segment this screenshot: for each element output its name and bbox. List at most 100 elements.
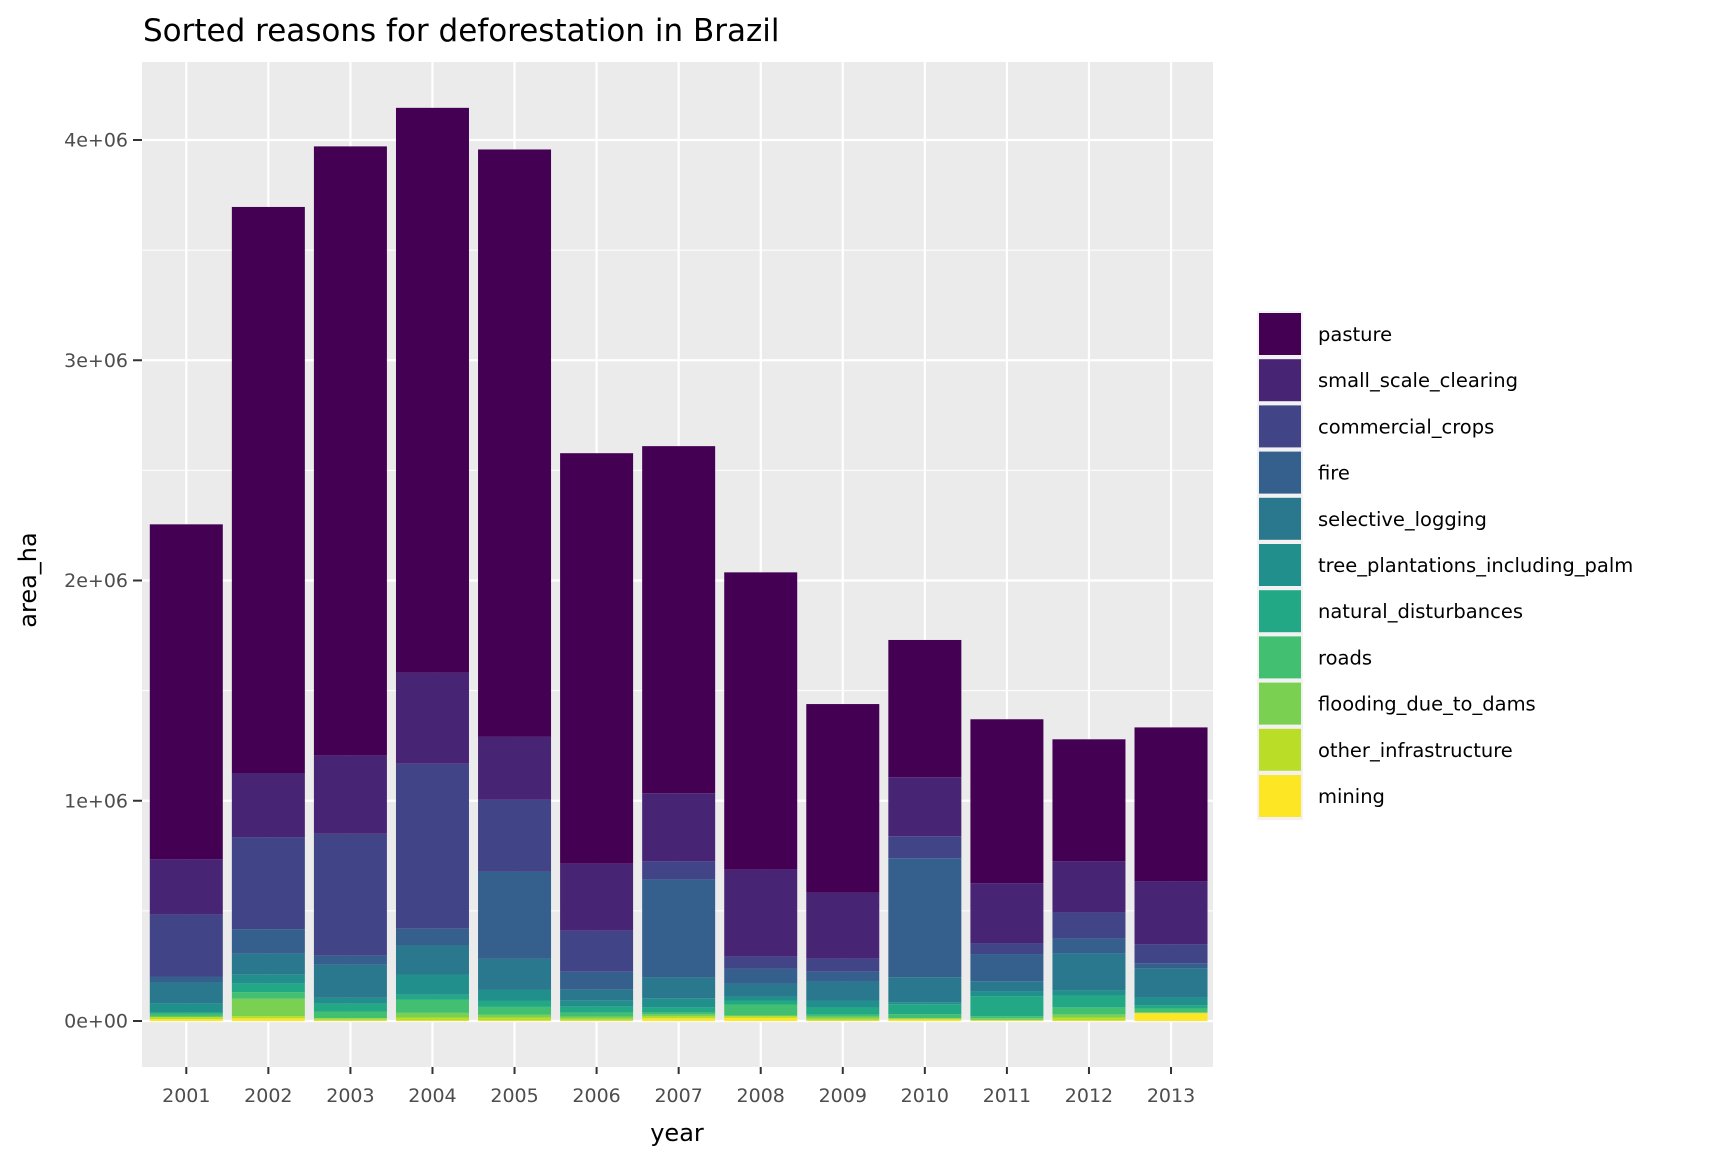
bar-segment-pasture	[724, 572, 798, 870]
legend-label: other_infrastructure	[1318, 739, 1513, 762]
bar-segment-roads	[642, 1012, 716, 1015]
legend-item-selective_logging: selective_logging	[1259, 497, 1487, 540]
bar-segment-selective_logging	[313, 964, 387, 998]
legend-label: selective_logging	[1318, 508, 1487, 531]
bar-segment-other_infrastructure	[1052, 1017, 1126, 1021]
bar-segment-roads	[231, 992, 305, 999]
bar-segment-commercial_crops	[888, 836, 962, 859]
bar-segment-natural_disturbances	[149, 1012, 223, 1014]
bar-segment-pasture	[478, 149, 552, 737]
legend-item-fire: fire	[1259, 451, 1350, 494]
bar-segment-natural_disturbances	[478, 1000, 552, 1007]
bar-segment-selective_logging	[231, 953, 305, 975]
x-tick-label: 2009	[819, 1085, 867, 1107]
legend-label: flooding_due_to_dams	[1318, 693, 1536, 716]
bar-segment-flooding_due_to_dams	[560, 1016, 634, 1019]
bar-segment-selective_logging	[806, 981, 880, 1001]
x-tick-label: 2007	[654, 1085, 702, 1107]
bar-segment-tree_plantations_including_palm	[560, 1000, 634, 1007]
legend-item-other_infrastructure: other_infrastructure	[1259, 728, 1513, 771]
bar-stack-2005	[478, 149, 552, 1021]
bar-segment-other_infrastructure	[149, 1017, 223, 1020]
bar-segment-pasture	[1134, 727, 1208, 882]
bar-segment-pasture	[888, 639, 962, 778]
bar-segment-tree_plantations_including_palm	[806, 1000, 880, 1008]
bar-segment-natural_disturbances	[395, 994, 469, 1000]
bar-segment-selective_logging	[970, 981, 1044, 992]
bar-segment-fire	[888, 858, 962, 978]
y-tick-label: 2e+06	[64, 570, 128, 592]
bar-segment-fire	[642, 879, 716, 978]
bar-segment-other_infrastructure	[724, 1015, 798, 1018]
bar-segment-fire	[560, 971, 634, 990]
bar-segment-other_infrastructure	[560, 1018, 634, 1021]
x-tick-label: 2011	[983, 1085, 1031, 1107]
bar-segment-fire	[1052, 938, 1126, 954]
bar-segment-roads	[806, 1014, 880, 1017]
bar-segment-tree_plantations_including_palm	[888, 1002, 962, 1005]
bar-segment-commercial_crops	[724, 956, 798, 969]
bar-stack-2010	[888, 639, 962, 1021]
bar-segment-mining	[888, 1019, 962, 1021]
bar-segment-selective_logging	[1134, 968, 1208, 998]
x-axis-title: year	[650, 1119, 704, 1147]
bar-segment-fire	[478, 871, 552, 959]
bar-segment-commercial_crops	[231, 837, 305, 930]
bar-segment-other_infrastructure	[313, 1018, 387, 1021]
bar-segment-flooding_due_to_dams	[642, 1014, 716, 1017]
bar-segment-commercial_crops	[806, 958, 880, 972]
bar-segment-commercial_crops	[395, 763, 469, 929]
bar-segment-flooding_due_to_dams	[806, 1016, 880, 1019]
bar-segment-tree_plantations_including_palm	[1052, 990, 1126, 996]
legend-swatch	[1259, 590, 1301, 633]
bar-stack-2008	[724, 572, 798, 1021]
bar-stack-2009	[806, 704, 880, 1021]
bar-segment-natural_disturbances	[806, 1007, 880, 1015]
bar-segment-roads	[313, 1011, 387, 1019]
bar-segment-small_scale_clearing	[806, 892, 880, 959]
bar-segment-small_scale_clearing	[888, 777, 962, 837]
bar-segment-natural_disturbances	[560, 1006, 634, 1013]
bar-segment-fire	[806, 971, 880, 982]
bar-segment-other_infrastructure	[642, 1016, 716, 1019]
bar-segment-natural_disturbances	[724, 1000, 798, 1005]
bar-segment-mining	[1134, 1013, 1208, 1021]
bar-segment-small_scale_clearing	[231, 772, 305, 838]
legend-swatch	[1259, 728, 1301, 771]
bar-segment-tree_plantations_including_palm	[478, 989, 552, 1001]
bar-segment-other_infrastructure	[478, 1017, 552, 1021]
legend-item-pasture: pasture	[1259, 313, 1392, 355]
legend-swatch	[1259, 775, 1301, 817]
bar-segment-selective_logging	[560, 989, 634, 1001]
x-tick-label: 2013	[1147, 1085, 1195, 1107]
bar-segment-tree_plantations_including_palm	[970, 991, 1044, 997]
bar-segment-natural_disturbances	[888, 1004, 962, 1015]
y-axis-title: area_ha	[14, 532, 42, 627]
bar-segment-tree_plantations_including_palm	[642, 998, 716, 1008]
x-tick-label: 2008	[737, 1085, 785, 1107]
y-tick-label: 0e+00	[64, 1011, 128, 1033]
legend-swatch	[1259, 682, 1301, 725]
bar-segment-selective_logging	[478, 958, 552, 990]
legend-swatch	[1259, 405, 1301, 448]
bar-segment-roads	[560, 1012, 634, 1017]
bar-segment-flooding_due_to_dams	[970, 1018, 1044, 1021]
legend-swatch	[1259, 451, 1301, 494]
legend-label: fire	[1318, 462, 1350, 485]
bar-segment-commercial_crops	[478, 799, 552, 872]
legend-item-small_scale_clearing: small_scale_clearing	[1259, 359, 1518, 402]
bar-segment-selective_logging	[395, 945, 469, 975]
bar-stack-2003	[313, 146, 387, 1021]
bar-segment-commercial_crops	[149, 914, 223, 977]
bar-segment-tree_plantations_including_palm	[313, 997, 387, 1004]
bar-segment-commercial_crops	[970, 943, 1044, 955]
bar-segment-roads	[724, 1004, 798, 1016]
bar-segment-mining	[642, 1018, 716, 1021]
legend-label: mining	[1318, 785, 1385, 808]
bar-segment-commercial_crops	[560, 930, 634, 972]
legend-swatch	[1259, 636, 1301, 679]
bar-segment-natural_disturbances	[1052, 995, 1126, 1008]
bar-segment-roads	[395, 999, 469, 1013]
bar-segment-commercial_crops	[313, 833, 387, 956]
